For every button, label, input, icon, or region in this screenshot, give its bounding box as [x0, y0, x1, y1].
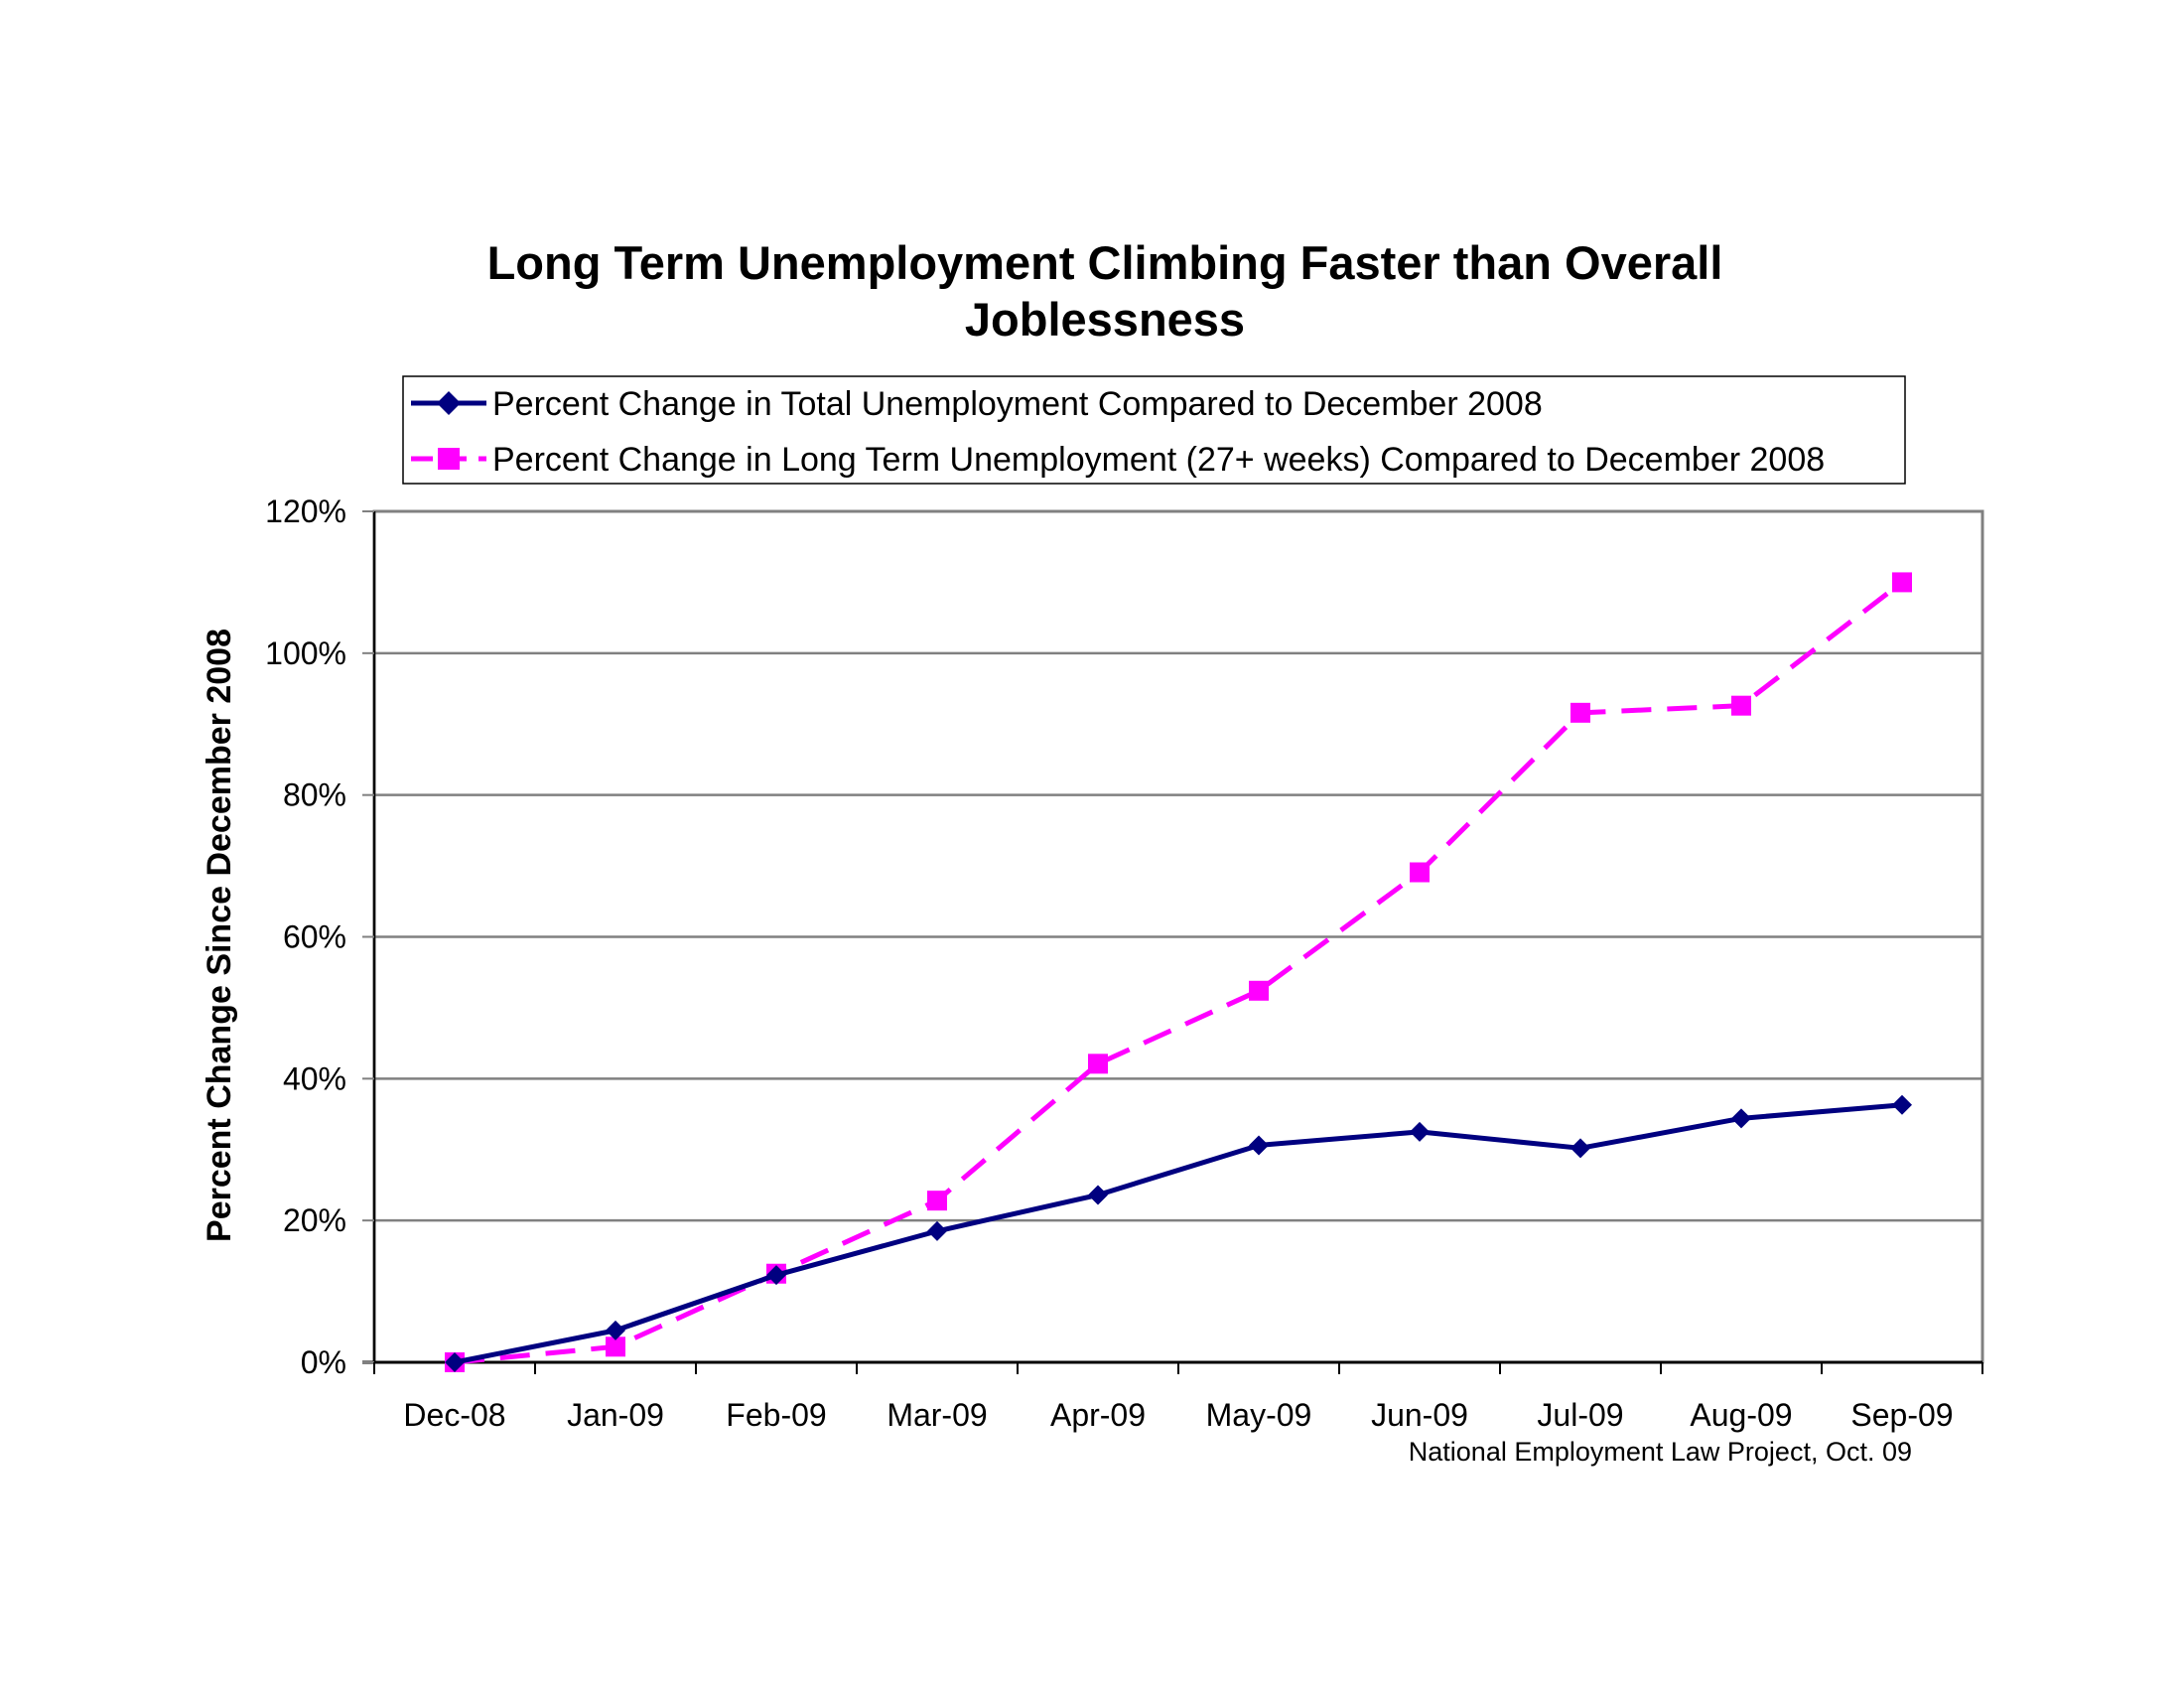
chart-title: Long Term Unemployment Climbing Faster t…	[487, 236, 1723, 346]
x-tick-label: Sep-09	[1850, 1397, 1953, 1433]
data-point-diamond	[1088, 1185, 1108, 1205]
data-point-diamond	[606, 1320, 625, 1340]
series-line	[454, 580, 1904, 1365]
y-tick-label: 100%	[265, 635, 346, 671]
y-tick-label: 60%	[283, 919, 346, 955]
data-point-square	[1410, 862, 1430, 883]
x-tick-label: Apr-09	[1050, 1397, 1146, 1433]
chart-legend: Percent Change in Total Unemployment Com…	[402, 375, 1906, 485]
data-point-diamond	[927, 1220, 947, 1241]
legend-entry-long-term-unemployment: Percent Change in Long Term Unemployment…	[411, 441, 1825, 479]
series-line	[454, 1102, 1903, 1365]
x-tick-label: Jul-09	[1537, 1397, 1623, 1433]
data-point-square	[927, 1191, 947, 1211]
data-point-square	[1249, 980, 1269, 1001]
legend-label-long-term-unemployment: Percent Change in Long Term Unemployment…	[492, 441, 1825, 479]
y-tick-label: 120%	[265, 493, 346, 529]
x-tick-label: Jun-09	[1371, 1397, 1468, 1433]
y-tick-label: 40%	[283, 1060, 346, 1096]
y-tick-label: 0%	[301, 1344, 346, 1380]
legend-marker-diamond	[437, 391, 461, 415]
y-tick-label: 20%	[283, 1202, 346, 1238]
gridlines	[374, 651, 1982, 1222]
data-point-square	[1088, 1054, 1108, 1074]
data-series	[445, 572, 1912, 1372]
data-point-diamond	[1892, 1094, 1912, 1115]
data-point-square	[1731, 695, 1751, 716]
legend-entry-total-unemployment: Percent Change in Total Unemployment Com…	[411, 385, 1543, 423]
source-note: National Employment Law Project, Oct. 09	[1409, 1437, 1912, 1467]
y-axis-ticks: 0% 20% 40% 60% 80% 100% 120%	[265, 493, 374, 1380]
legend-marker-square	[438, 448, 460, 470]
data-point-square	[606, 1336, 625, 1357]
data-point-square	[1570, 702, 1590, 723]
x-tick-label: May-09	[1206, 1397, 1312, 1433]
data-point-diamond	[766, 1265, 786, 1286]
data-point-diamond	[1570, 1138, 1590, 1159]
data-point-diamond	[445, 1352, 465, 1372]
legend-label-total-unemployment: Percent Change in Total Unemployment Com…	[492, 385, 1543, 423]
data-point-square	[1892, 572, 1912, 593]
y-tick-label: 80%	[283, 777, 346, 813]
x-tick-label: Dec-08	[403, 1397, 505, 1433]
data-point-diamond	[1731, 1108, 1751, 1129]
data-point-diamond	[1249, 1135, 1269, 1156]
x-axis-ticks: Dec-08 Jan-09 Feb-09 Mar-09 Apr-09 May-09 Jun-…	[373, 1362, 1983, 1433]
x-tick-label: Mar-09	[887, 1397, 987, 1433]
x-tick-label: Aug-09	[1690, 1397, 1792, 1433]
chart-title-line-2: Joblessness	[965, 293, 1245, 346]
legend-box	[402, 375, 1906, 485]
y-axis-label: Percent Change Since December 2008	[201, 629, 238, 1242]
x-tick-label: Feb-09	[726, 1397, 826, 1433]
chart-title-line-1: Long Term Unemployment Climbing Faster t…	[487, 236, 1723, 289]
x-tick-label: Jan-09	[567, 1397, 664, 1433]
data-point-diamond	[1410, 1121, 1430, 1142]
